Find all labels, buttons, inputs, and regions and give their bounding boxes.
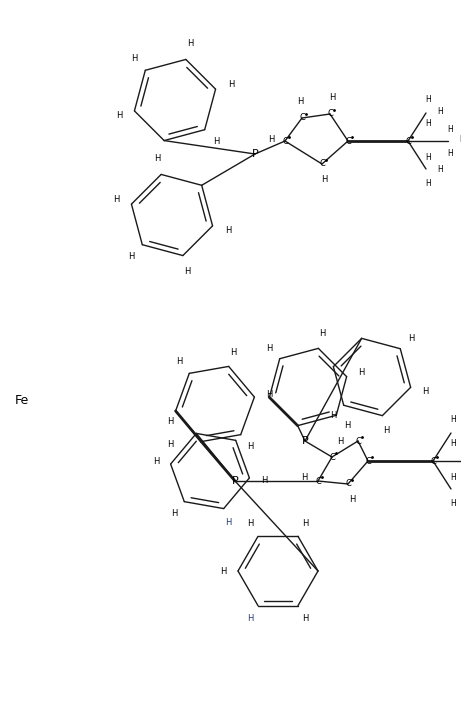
Text: H: H [266,390,272,399]
Text: H: H [408,334,414,342]
Text: C: C [329,452,335,462]
Text: H: H [358,368,364,377]
Text: H: H [344,421,350,430]
Text: C: C [355,437,361,445]
Text: H: H [261,476,267,485]
Text: H: H [228,81,234,89]
Text: H: H [319,330,325,338]
Text: H: H [337,437,343,445]
Text: H: H [301,472,307,481]
Text: C: C [345,479,351,489]
Text: H: H [447,148,453,157]
Text: H: H [450,498,456,508]
Text: H: H [247,519,254,528]
Text: H: H [349,496,355,505]
Text: C: C [319,160,325,169]
Text: P: P [231,476,238,486]
Text: H: H [425,94,431,104]
Text: Fe: Fe [15,393,29,406]
Text: H: H [225,518,232,527]
Text: H: H [425,152,431,162]
Text: H: H [302,519,309,528]
Text: H: H [171,508,178,518]
Text: H: H [116,111,122,120]
Text: H: H [225,225,231,235]
Text: H: H [425,179,431,187]
Text: C: C [365,457,371,466]
Text: H: H [131,55,137,64]
Text: P: P [301,436,308,446]
Text: C: C [345,137,351,145]
Text: H: H [450,415,456,423]
Text: P: P [252,149,258,159]
Text: H: H [297,98,303,106]
Text: H: H [213,137,219,145]
Text: H: H [422,386,428,396]
Text: C: C [299,113,305,123]
Text: H: H [153,457,159,466]
Text: H: H [302,614,309,623]
Text: H: H [113,196,119,204]
Text: H: H [220,566,226,576]
Text: C: C [405,137,411,145]
Text: H: H [167,417,174,426]
Text: H: H [177,357,183,367]
Text: H: H [447,125,453,133]
Text: H: H [450,438,456,447]
Text: H: H [247,614,254,623]
Text: H: H [329,94,335,103]
Text: H: H [187,40,193,48]
Text: H: H [268,135,274,143]
Text: H: H [266,344,272,352]
Text: C: C [430,457,436,466]
Text: H: H [450,472,456,481]
Text: H: H [425,118,431,128]
Text: H: H [383,425,390,435]
Text: H: H [437,164,443,174]
Text: C: C [282,137,288,145]
Text: H: H [154,155,160,164]
Text: H: H [437,106,443,116]
Text: C: C [315,476,321,486]
Text: H: H [330,411,336,420]
Text: H: H [321,176,327,184]
Text: H: H [230,348,237,357]
Text: H: H [459,135,461,143]
Text: H: H [247,442,254,451]
Text: H: H [184,267,190,276]
Text: H: H [167,440,174,449]
Text: H: H [128,252,134,260]
Text: C: C [327,109,333,118]
